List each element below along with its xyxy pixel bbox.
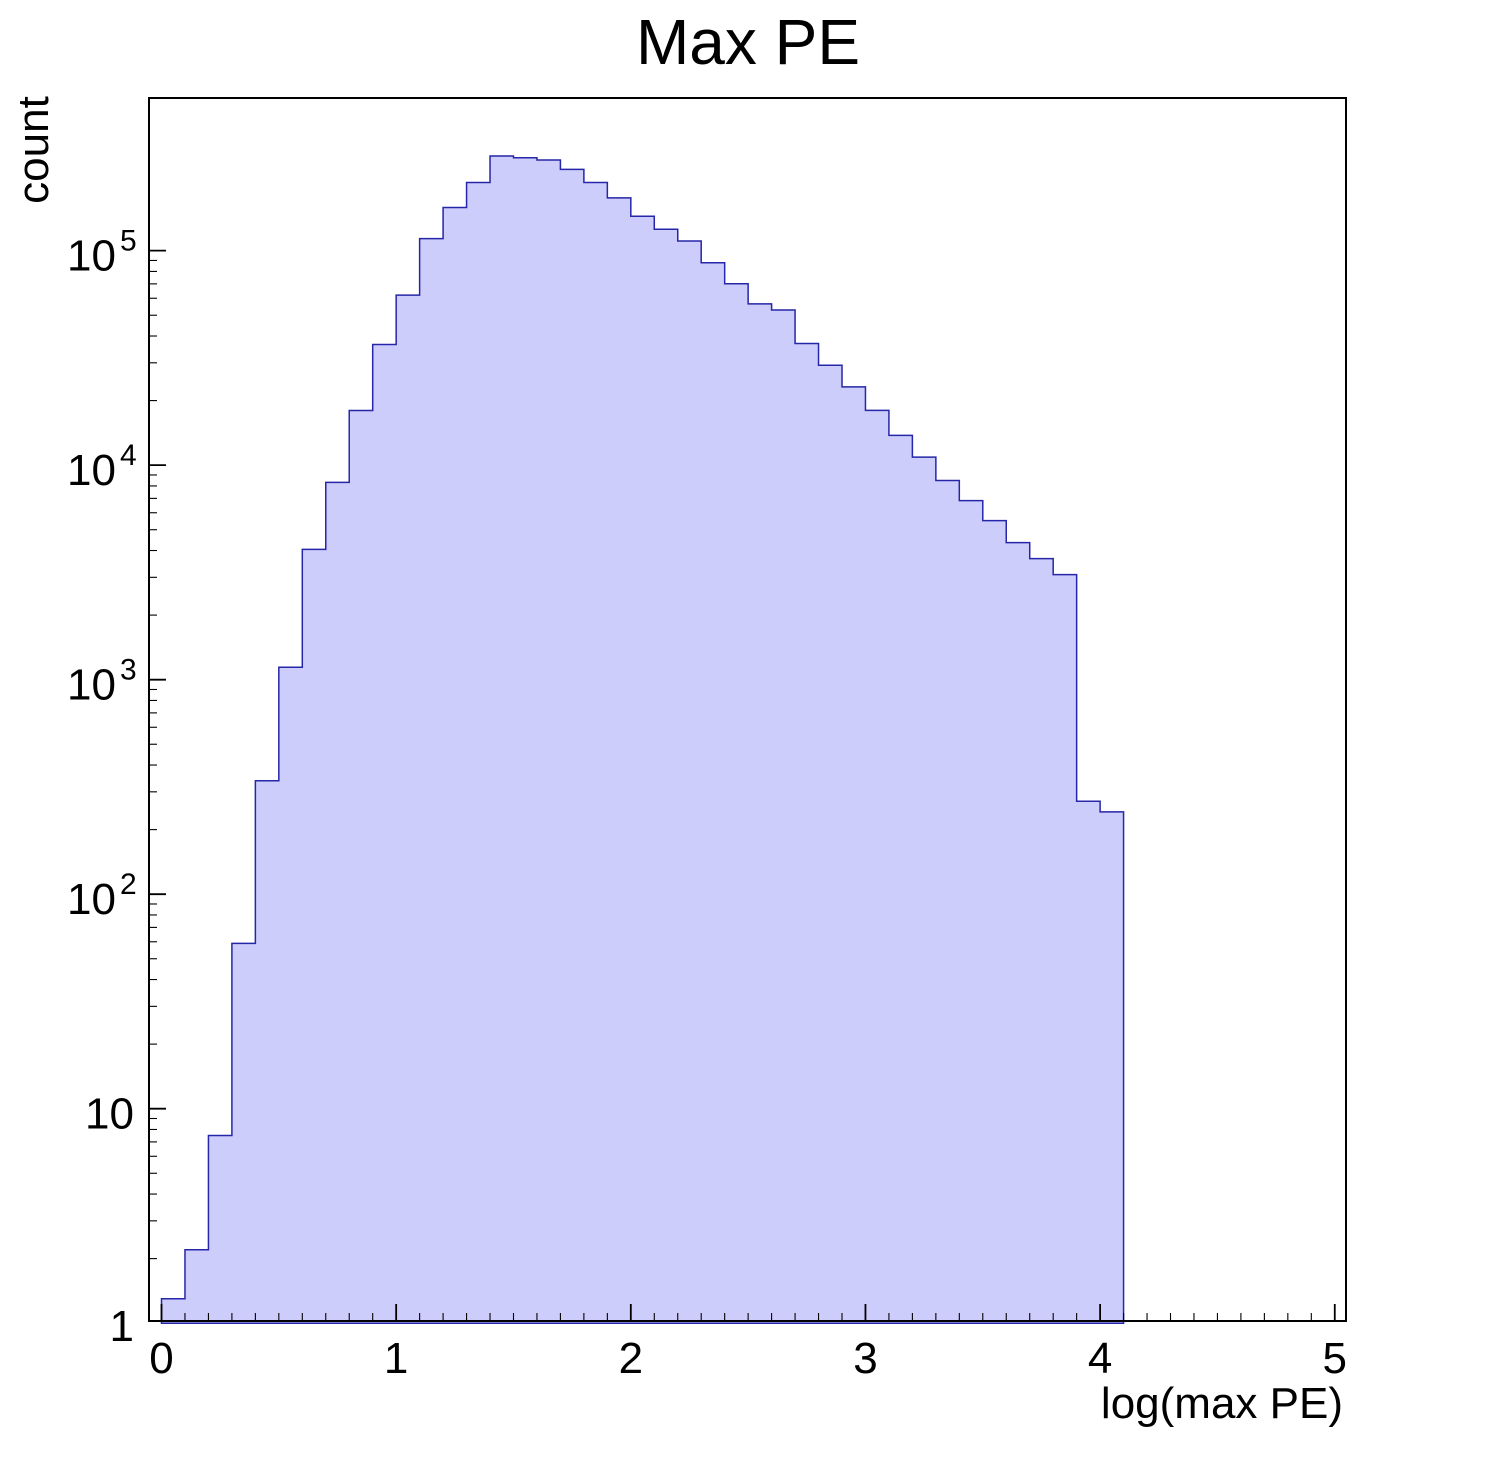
svg-text:5: 5 — [120, 225, 137, 258]
svg-text:1: 1 — [384, 1334, 408, 1383]
svg-text:count: count — [9, 96, 58, 204]
svg-text:4: 4 — [120, 439, 137, 472]
svg-text:Max PE: Max PE — [636, 6, 860, 78]
svg-text:10: 10 — [67, 446, 116, 495]
svg-text:2: 2 — [619, 1334, 643, 1383]
svg-text:10: 10 — [67, 661, 116, 710]
svg-text:4: 4 — [1088, 1334, 1112, 1383]
svg-text:10: 10 — [67, 232, 116, 281]
svg-text:3: 3 — [120, 654, 137, 687]
svg-text:10: 10 — [67, 875, 116, 924]
svg-text:10: 10 — [85, 1090, 134, 1139]
svg-text:2: 2 — [120, 868, 137, 901]
svg-text:1: 1 — [110, 1302, 134, 1351]
svg-text:0: 0 — [149, 1334, 173, 1383]
svg-text:3: 3 — [853, 1334, 877, 1383]
svg-text:5: 5 — [1323, 1334, 1347, 1383]
svg-text:log(max PE): log(max PE) — [1101, 1379, 1343, 1428]
